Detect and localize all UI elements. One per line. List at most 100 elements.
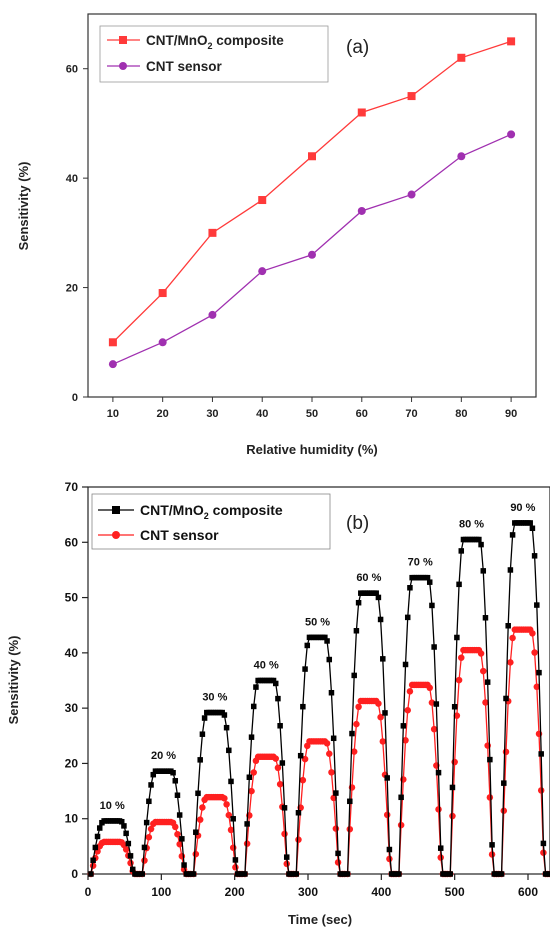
data-point <box>531 649 538 656</box>
data-point <box>187 871 194 877</box>
data-point <box>334 859 342 866</box>
data-point <box>482 699 489 706</box>
panel-b: 0 100 200 300 400 500 600 0 10 20 30 40 50 60 70 10 % 2… <box>6 480 550 927</box>
data-point <box>270 677 277 684</box>
data-point <box>199 731 206 737</box>
data-point <box>297 752 304 759</box>
data-point <box>495 871 502 877</box>
data-point <box>108 360 117 369</box>
data-point <box>90 857 96 864</box>
y-tick-label: 0 <box>71 867 78 881</box>
data-point <box>199 804 206 811</box>
y-tick-label: 40 <box>66 173 78 185</box>
data-point <box>357 206 366 215</box>
data-point <box>139 871 146 877</box>
data-point <box>158 289 167 298</box>
data-point <box>248 734 255 740</box>
data-point <box>456 581 462 588</box>
data-point <box>431 644 437 650</box>
data-point <box>150 771 157 778</box>
data-point <box>332 825 340 832</box>
data-point <box>398 794 404 801</box>
legend-marker <box>119 36 127 44</box>
ticks-a: 10 20 30 40 50 60 70 80 90 0 20 40 60 <box>66 64 517 420</box>
data-point <box>195 790 201 797</box>
x-tick-label: 300 <box>298 885 318 899</box>
x-axis-title-a: Relative humidity (%) <box>246 442 377 457</box>
y-tick-label: 0 <box>72 392 78 404</box>
data-point <box>507 567 514 573</box>
data-point <box>145 834 153 841</box>
series-line <box>112 133 512 365</box>
data-point <box>283 854 290 860</box>
legend-box-a <box>99 25 329 83</box>
data-point <box>355 599 362 606</box>
data-point <box>357 108 366 117</box>
data-point <box>322 634 328 641</box>
data-point <box>258 267 267 276</box>
data-point <box>534 602 540 608</box>
data-point <box>176 840 183 848</box>
y-axis-title-b: Sensitivity (%) <box>6 636 21 725</box>
data-point <box>375 700 382 707</box>
data-point <box>478 541 484 548</box>
peak-label: 10 % <box>100 800 125 812</box>
data-point <box>500 807 508 815</box>
data-point <box>181 862 187 868</box>
data-point <box>192 850 200 858</box>
x-tick-label: 600 <box>518 885 538 899</box>
y-tick-label: 60 <box>66 64 78 76</box>
data-point <box>529 630 536 637</box>
x-tick-label: 100 <box>151 885 171 899</box>
data-point <box>383 811 391 819</box>
y-tick-label: 10 <box>65 812 79 826</box>
data-point <box>293 871 300 877</box>
data-point <box>484 679 491 685</box>
data-point <box>250 703 257 710</box>
data-point <box>326 656 333 663</box>
data-point <box>547 871 550 877</box>
data-point <box>501 780 507 786</box>
data-point <box>94 833 101 840</box>
data-point <box>375 594 382 601</box>
data-point <box>190 871 197 877</box>
data-point <box>226 747 232 754</box>
x-tick-label: 0 <box>85 885 92 899</box>
series-b <box>87 520 550 878</box>
data-point <box>258 196 267 205</box>
data-point <box>457 53 466 62</box>
data-point <box>507 659 514 666</box>
data-point <box>444 871 451 877</box>
data-point <box>308 152 316 161</box>
legend-label: CNT sensor <box>140 527 219 543</box>
data-point <box>127 853 134 859</box>
data-point <box>380 656 386 662</box>
data-point <box>170 769 176 776</box>
data-point <box>407 92 416 101</box>
legend-label: CNT sensor <box>146 59 223 74</box>
data-point <box>121 823 127 829</box>
y-tick-label: 20 <box>65 756 79 770</box>
data-point <box>274 764 282 772</box>
data-point <box>324 638 330 644</box>
data-point <box>243 840 251 847</box>
data-point <box>96 825 103 831</box>
data-point <box>397 821 405 829</box>
y-tick-label: 30 <box>65 701 79 715</box>
legend-marker <box>112 506 120 514</box>
data-point <box>373 590 379 596</box>
data-point <box>400 723 407 729</box>
data-point <box>227 826 235 834</box>
data-point <box>451 758 458 766</box>
data-point <box>509 532 516 538</box>
data-point <box>174 830 181 838</box>
data-point <box>172 778 179 784</box>
y-tick-label: 20 <box>66 283 78 295</box>
data-point <box>540 849 547 856</box>
data-point <box>458 654 465 661</box>
data-point <box>333 790 339 796</box>
data-point <box>208 228 217 237</box>
data-point <box>536 669 542 676</box>
data-point <box>123 830 129 837</box>
data-point <box>196 816 204 823</box>
